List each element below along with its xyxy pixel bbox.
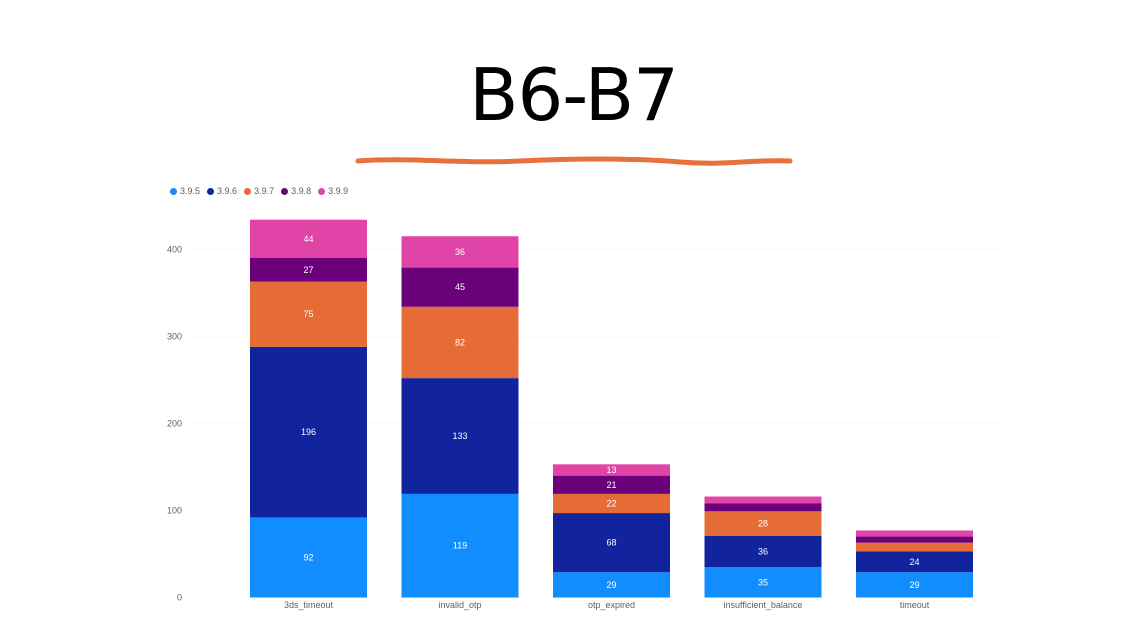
data-label: 82	[455, 337, 465, 347]
data-label: 45	[455, 282, 465, 292]
legend-dot-icon	[244, 187, 252, 195]
bar-segment-insufficient_balance-3-9-9[interactable]	[704, 496, 822, 504]
data-label: 35	[758, 577, 768, 587]
bar-segment-3ds_timeout-3-9-7[interactable]	[250, 281, 367, 347]
x-tick-label: otp_expired	[588, 600, 635, 610]
legend-item-3-9-8[interactable]: 3.9.8	[281, 186, 311, 196]
bar-segment-invalid_otp-3-9-9[interactable]	[401, 236, 519, 268]
y-tick-label: 300	[167, 331, 182, 341]
bar-segment-3ds_timeout-3-9-6[interactable]	[250, 346, 367, 518]
title-underline	[355, 156, 793, 166]
bar-segment-otp_expired-3-9-6[interactable]	[553, 513, 670, 573]
data-label: 92	[303, 552, 313, 562]
data-label: 24	[909, 557, 919, 567]
bar-segment-timeout-3-9-7[interactable]	[856, 542, 973, 552]
bar-segment-timeout-3-9-5[interactable]	[856, 572, 973, 598]
legend-label: 3.9.9	[328, 186, 349, 196]
legend-item-3-9-7[interactable]: 3.9.7	[244, 186, 274, 196]
legend-dot-icon	[281, 187, 289, 195]
bar-segment-3ds_timeout-3-9-9[interactable]	[250, 219, 367, 259]
bar-segment-invalid_otp-3-9-7[interactable]	[401, 306, 519, 379]
bar-segment-timeout-3-9-6[interactable]	[856, 551, 973, 573]
x-tick-label: invalid_otp	[438, 600, 481, 610]
legend-dot-icon	[207, 187, 215, 195]
data-label: 21	[606, 480, 616, 490]
bar-segment-otp_expired-3-9-5[interactable]	[553, 572, 670, 598]
x-tick-label: insufficient_balance	[724, 600, 803, 610]
data-label: 119	[453, 541, 467, 551]
bar-segment-timeout-3-9-8[interactable]	[856, 536, 973, 543]
bar-segment-3ds_timeout-3-9-8[interactable]	[250, 258, 367, 282]
data-label: 36	[455, 247, 465, 257]
bar-segment-insufficient_balance-3-9-6[interactable]	[704, 535, 822, 568]
legend-item-3-9-9[interactable]: 3.9.9	[318, 186, 348, 196]
data-label: 36	[758, 546, 768, 556]
title-underline-stroke	[355, 156, 793, 166]
data-label: 75	[303, 309, 313, 319]
data-label: 29	[909, 580, 919, 590]
data-label: 68	[606, 538, 616, 548]
slide-title: B6-B7	[469, 53, 679, 137]
bar-segment-otp_expired-3-9-7[interactable]	[553, 493, 670, 514]
legend-label: 3.9.6	[217, 186, 238, 196]
bar-segment-otp_expired-3-9-8[interactable]	[553, 475, 670, 494]
legend-label: 3.9.5	[180, 186, 201, 196]
bar-segment-invalid_otp-3-9-5[interactable]	[401, 493, 519, 598]
data-label: 196	[301, 427, 316, 437]
legend-dot-icon	[318, 187, 326, 195]
bar-segment-3ds_timeout-3-9-5[interactable]	[250, 517, 367, 598]
x-tick-label: 3ds_timeout	[284, 600, 334, 610]
bar-segment-invalid_otp-3-9-8[interactable]	[401, 267, 519, 307]
chart-legend: 3.9.5 3.9.6 3.9.7 3.9.8 3.9.9	[170, 184, 348, 198]
legend-label: 3.9.8	[291, 186, 312, 196]
data-label: 28	[758, 519, 768, 529]
bar-segment-insufficient_balance-3-9-8[interactable]	[704, 503, 822, 512]
y-tick-label: 0	[177, 593, 182, 603]
data-label: 22	[606, 498, 616, 508]
data-label: 13	[606, 465, 616, 475]
y-tick-label: 200	[167, 418, 182, 428]
data-label: 27	[303, 265, 313, 275]
x-tick-label: timeout	[900, 600, 930, 610]
bar-segment-invalid_otp-3-9-6[interactable]	[401, 378, 519, 494]
y-tick-label: 100	[167, 505, 182, 515]
data-label: 29	[606, 580, 616, 590]
legend-label: 3.9.7	[254, 186, 275, 196]
bar-segment-otp_expired-3-9-9[interactable]	[553, 464, 670, 476]
data-label: 133	[452, 431, 467, 441]
legend-item-3-9-5[interactable]: 3.9.5	[170, 186, 200, 196]
legend-dot-icon	[170, 187, 177, 195]
bar-segment-insufficient_balance-3-9-5[interactable]	[704, 567, 822, 598]
bar-segment-timeout-3-9-9[interactable]	[856, 530, 973, 537]
bar-segment-insufficient_balance-3-9-7[interactable]	[704, 511, 822, 536]
data-label: 44	[303, 234, 313, 244]
legend-item-3-9-6[interactable]: 3.9.6	[207, 186, 237, 196]
y-tick-label: 400	[167, 244, 182, 254]
